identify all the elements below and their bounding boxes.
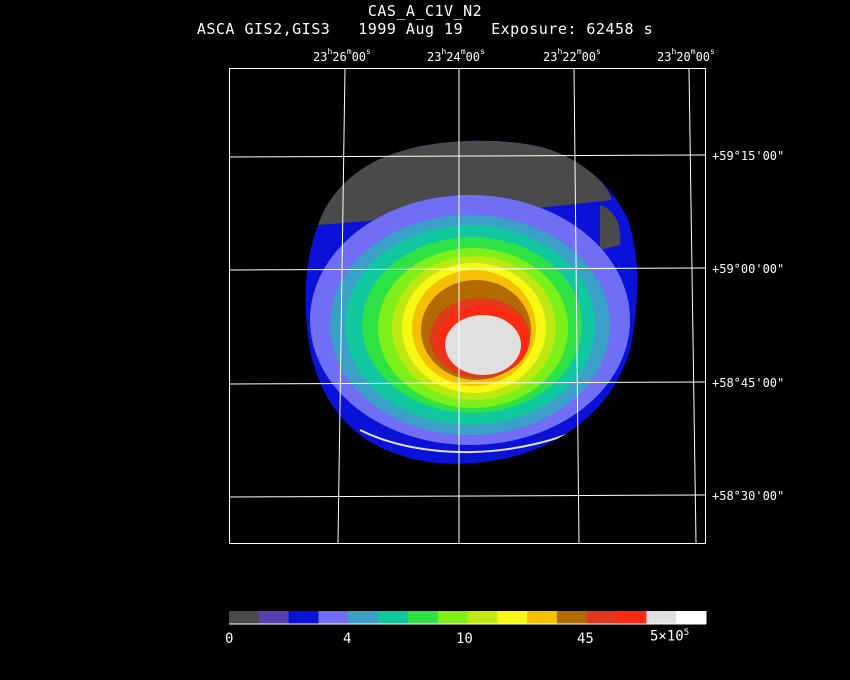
- colorbar-segment: [467, 611, 498, 624]
- colorbar-segment: [378, 611, 409, 624]
- date-label: 1999 Aug 19: [358, 20, 464, 38]
- instrument-label: ASCA GIS2,GIS3: [196, 20, 331, 38]
- colorbar-segment: [288, 611, 319, 624]
- ra-label: 23h20m00s: [657, 47, 715, 64]
- colorbar-segment: [348, 611, 379, 624]
- colorbar-tick: 45: [577, 631, 594, 647]
- colorbar-segment: [616, 611, 647, 624]
- colorbar-segment: [527, 611, 558, 624]
- ra-label: 23h22m00s: [543, 47, 601, 64]
- coordinate-grid: [228, 67, 706, 544]
- ra-label: 23h26m00s: [313, 47, 371, 64]
- colorbar-segment: [318, 611, 349, 624]
- dec-label: +58°45'00": [712, 376, 785, 390]
- colorbar-tick-max: 5×105: [650, 628, 690, 645]
- colorbar-tick: 0: [225, 631, 234, 647]
- colorbar-segment: [229, 611, 260, 624]
- observation-info: ASCA GIS2,GIS3 1999 Aug 19 Exposure: 62458…: [0, 20, 850, 38]
- dec-label: +59°15'00": [712, 149, 785, 163]
- colorbar-segment: [556, 611, 588, 624]
- target-title: CAS_A_C1V_N2: [367, 2, 483, 20]
- colorbar-segment: [497, 611, 528, 624]
- colorbar-segment: [258, 611, 290, 624]
- exposure-label: Exposure: 62458 s: [491, 20, 654, 38]
- colorbar-segment: [437, 611, 468, 624]
- dec-label: +59°00'00": [712, 262, 785, 276]
- ra-label: 23h24m00s: [427, 47, 485, 64]
- colorbar-segment: [676, 611, 707, 624]
- colorbar-segment: [407, 611, 439, 624]
- colorbar-segment: [586, 611, 618, 624]
- colorbar: [229, 611, 707, 624]
- xray-intensity-map: [305, 140, 638, 464]
- colorbar-tick: 10: [456, 631, 473, 647]
- colorbar-segment: [646, 611, 677, 624]
- dec-label: +58°30'00": [712, 489, 785, 503]
- colorbar-tick: 4: [343, 631, 352, 647]
